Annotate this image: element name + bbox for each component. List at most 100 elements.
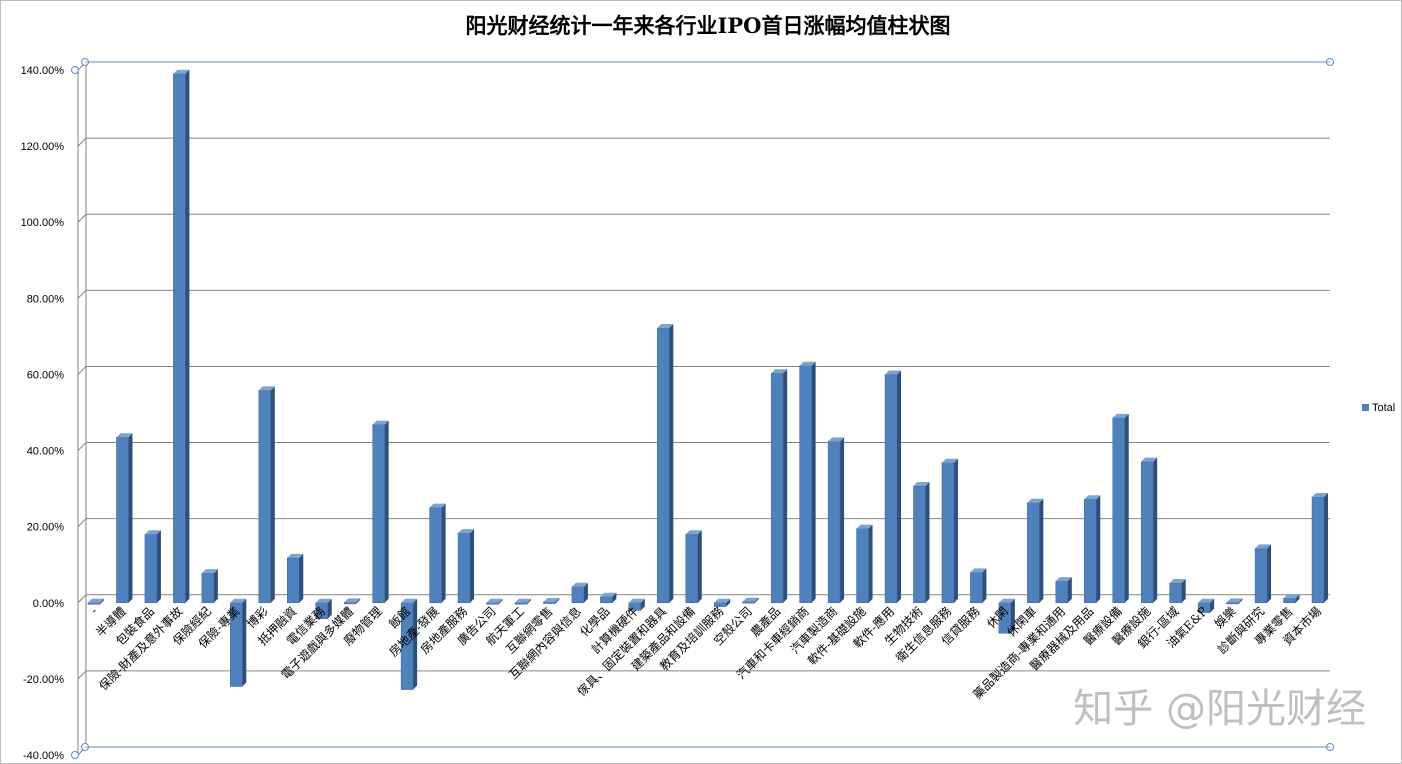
bar <box>372 420 389 604</box>
bar-side <box>897 370 902 603</box>
bar-front <box>372 424 385 604</box>
bar <box>827 437 845 604</box>
bar <box>116 433 133 604</box>
bar-top <box>856 524 873 529</box>
selection-handle <box>71 66 79 74</box>
bar-top <box>1198 598 1215 603</box>
legend-swatch <box>1362 404 1369 411</box>
bar-side <box>526 598 531 605</box>
bar-series <box>87 69 1328 690</box>
bar-side <box>185 69 190 603</box>
bar-side <box>100 598 104 605</box>
bar-top <box>1112 413 1129 418</box>
bar <box>1112 413 1129 604</box>
bar <box>1027 498 1044 604</box>
bar <box>713 598 731 607</box>
bar <box>1169 578 1186 604</box>
bar <box>1226 598 1243 605</box>
bar-side <box>1010 598 1015 634</box>
bar <box>315 598 332 620</box>
watermark: 知乎 @阳光财经 <box>1073 686 1366 732</box>
bar-front <box>343 602 357 605</box>
bar-front <box>799 365 812 604</box>
bar-top <box>1169 578 1186 583</box>
plot-area-selection-handles <box>71 58 1334 759</box>
bar <box>230 598 247 687</box>
y-tick-label: 100.00% <box>21 217 65 229</box>
bar-top <box>116 433 133 438</box>
bar-side <box>356 598 361 604</box>
bar-top <box>657 324 674 329</box>
bar-top <box>685 530 702 535</box>
bar <box>287 553 304 604</box>
bar-top <box>1055 577 1072 582</box>
bar-side <box>384 420 389 603</box>
bar-front <box>1254 548 1268 604</box>
bar <box>457 529 475 604</box>
bar-front <box>657 327 670 604</box>
bar <box>628 598 645 611</box>
bar-top <box>372 420 389 425</box>
bar-top <box>1283 594 1300 599</box>
bar <box>258 386 275 604</box>
bar-top <box>429 503 446 508</box>
bar <box>201 569 218 604</box>
bar-front <box>770 373 784 604</box>
bar-top <box>1027 498 1044 503</box>
bar-top <box>628 598 645 603</box>
bar <box>486 598 503 605</box>
bar-top <box>173 69 190 74</box>
bar <box>144 530 161 604</box>
y-tick-label: 140.00% <box>21 65 65 77</box>
gridline-depth <box>77 442 87 451</box>
y-tick-label: 60.00% <box>27 369 65 381</box>
bar <box>173 69 190 604</box>
bar-top <box>941 458 958 463</box>
bar <box>685 530 702 604</box>
gridline-depth <box>77 137 87 147</box>
y-tick-label: -20.00% <box>23 674 64 686</box>
bar-front <box>429 507 442 604</box>
bar <box>87 598 104 605</box>
gridline-depth <box>77 289 87 299</box>
bar-side <box>1039 498 1044 603</box>
selection-handle <box>71 751 79 759</box>
bar <box>1283 594 1300 604</box>
bar-front <box>1055 580 1069 604</box>
bar-side <box>156 530 161 603</box>
bar-front <box>1311 496 1325 604</box>
bar-front <box>600 596 613 604</box>
gridline-depth <box>77 594 87 604</box>
legend-label: Total <box>1372 402 1395 414</box>
bar-side <box>1067 577 1072 603</box>
bar <box>1140 457 1158 604</box>
y-tick-label: 40.00% <box>27 446 65 458</box>
bar-side <box>1324 492 1328 603</box>
bar-side <box>1238 598 1243 604</box>
bar-side <box>299 553 304 603</box>
bar-front <box>1140 461 1154 604</box>
gridline-depth <box>77 213 87 223</box>
bar <box>1055 577 1072 604</box>
bar-top <box>458 529 475 534</box>
bar-side <box>583 582 588 603</box>
bar-front <box>1027 502 1040 604</box>
bar-side <box>811 361 816 603</box>
bar <box>543 598 560 604</box>
bar-front <box>1112 417 1125 604</box>
bar-side <box>840 437 845 603</box>
bar-top <box>1312 492 1328 497</box>
bar-side <box>726 598 731 607</box>
bar-side <box>1210 598 1215 613</box>
bar-top <box>970 568 987 573</box>
bar-top <box>771 369 788 374</box>
bar-front <box>1283 597 1296 604</box>
bar-top <box>514 598 531 603</box>
bar-top <box>543 598 560 603</box>
bar-front <box>884 374 898 604</box>
y-tick-label: -40.00% <box>23 750 64 762</box>
bar-front <box>941 462 955 604</box>
bar-side <box>327 598 332 619</box>
bar-side <box>953 458 958 603</box>
